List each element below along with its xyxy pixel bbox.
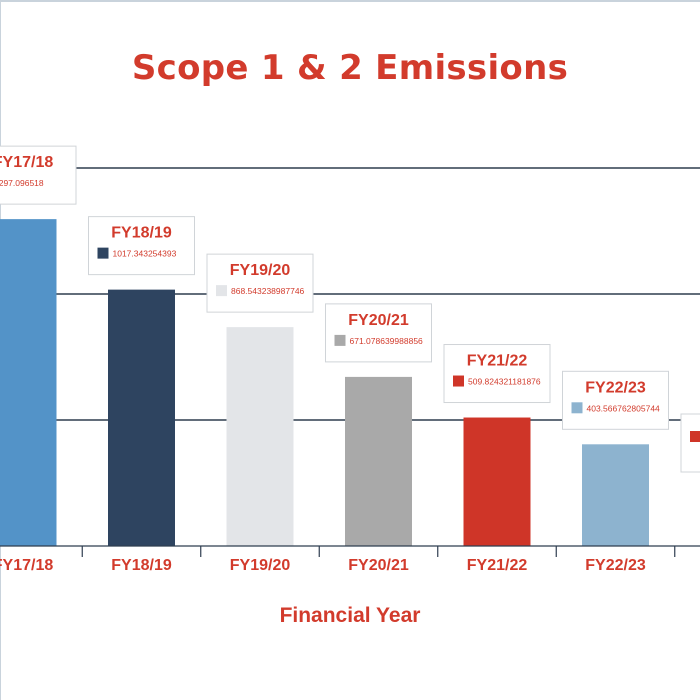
callout-value: 1297.096518 <box>0 178 44 188</box>
callout-box <box>562 370 669 430</box>
callout-value: 403.566762805744 <box>587 403 661 413</box>
callout-title: FY22/23 <box>585 379 646 396</box>
callout-box <box>206 253 314 313</box>
callout-swatch <box>453 375 464 387</box>
callout-title: FY17/18 <box>0 154 53 171</box>
callout-value: 868.543238987746 <box>231 286 305 296</box>
x-tick-label: FY19/20 <box>230 557 291 574</box>
x-tick-label: FY21/22 <box>467 557 528 574</box>
callout-box <box>0 145 77 205</box>
callout-title: FY21/22 <box>467 353 528 370</box>
bar <box>108 289 175 546</box>
bar <box>582 444 649 546</box>
bar <box>226 327 294 546</box>
bar <box>0 219 57 546</box>
x-tick-label: FY17/18 <box>0 557 53 574</box>
x-tick-label: FY18/19 <box>111 557 172 574</box>
bar <box>463 417 531 546</box>
callout-swatch <box>571 402 583 414</box>
callout-swatch <box>690 431 700 442</box>
callout-box <box>325 303 432 363</box>
x-axis-title: Financial Year <box>279 604 421 627</box>
x-tick-label: FY20/21 <box>348 557 409 574</box>
callout-swatch <box>334 334 346 346</box>
callout-title: FY18/19 <box>111 225 172 242</box>
callout-value: 671.078639988856 <box>350 336 424 346</box>
callout-box <box>680 413 700 473</box>
callout-swatch <box>216 285 227 297</box>
callout-box <box>443 344 551 404</box>
callout-value: 509.824321181876 <box>468 377 541 387</box>
callout-title: FY19/20 <box>230 262 291 279</box>
callout-title: FY20/21 <box>348 312 409 329</box>
callout-swatch <box>97 247 109 259</box>
frame-border-top <box>0 0 700 2</box>
chart-title: Scope 1 & 2 Emissions <box>131 48 569 88</box>
x-tick-label: FY22/23 <box>585 557 646 574</box>
callout-value: 1017.343254393 <box>113 249 177 259</box>
callout-box <box>88 216 195 276</box>
bar <box>345 376 412 546</box>
